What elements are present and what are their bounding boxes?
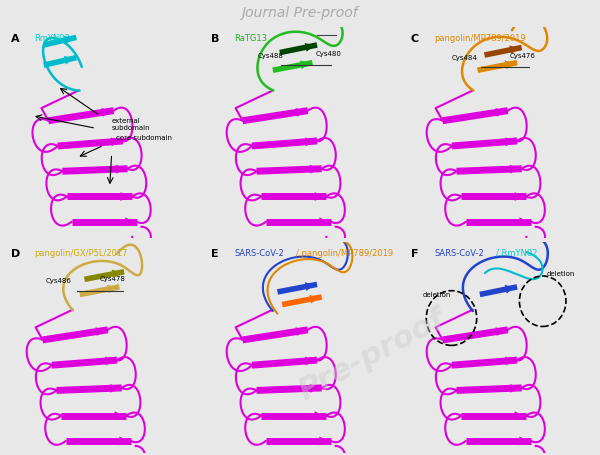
Text: F: F [411,248,418,258]
Text: A: A [11,34,19,44]
Text: / RmYN02: / RmYN02 [496,248,538,258]
Text: Cys484: Cys484 [452,55,477,61]
Text: / pangolin/MP789/2019: / pangolin/MP789/2019 [296,248,393,258]
Text: core subdomain: core subdomain [116,135,172,141]
Text: deletion: deletion [422,292,451,298]
Text: deletion: deletion [547,271,575,277]
Text: SARS-CoV-2: SARS-CoV-2 [234,248,284,258]
Text: E: E [211,248,218,258]
Text: D: D [11,248,20,258]
Text: pangolin/MP789/2019: pangolin/MP789/2019 [434,34,526,43]
Text: RmYN02: RmYN02 [34,34,70,43]
Text: SARS-CoV-2: SARS-CoV-2 [434,248,484,258]
Text: Cys486: Cys486 [46,278,71,284]
Text: RaTG13: RaTG13 [234,34,267,43]
Text: Pre-proof: Pre-proof [294,304,450,406]
Text: Cys480: Cys480 [316,51,341,57]
Text: Cys476: Cys476 [509,53,536,59]
Text: Journal Pre-proof: Journal Pre-proof [242,5,358,20]
Text: C: C [411,34,419,44]
Text: B: B [211,34,219,44]
Text: Cys478: Cys478 [100,276,126,282]
Text: pangolin/GX/P5L/2017: pangolin/GX/P5L/2017 [34,248,128,258]
Text: external
subdomain: external subdomain [112,117,150,131]
Text: Cys488: Cys488 [257,53,283,59]
